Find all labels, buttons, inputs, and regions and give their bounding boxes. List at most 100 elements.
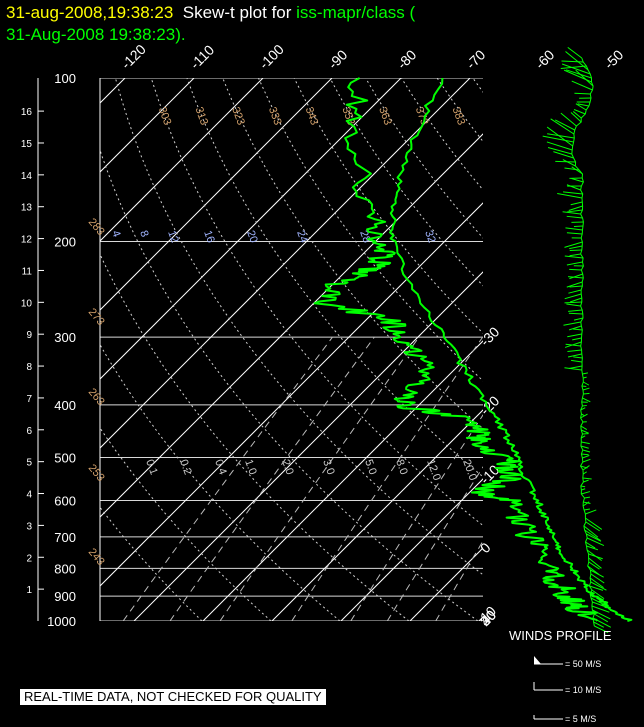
wind-barb [570, 201, 583, 206]
wind-barb [581, 488, 586, 491]
wind-barb [577, 103, 590, 107]
isotherm-top-label: -120 [118, 41, 149, 72]
wind-barb [575, 103, 587, 111]
wind-barb [593, 621, 605, 628]
wind-barb [592, 617, 612, 628]
height-tick-label: 10 [21, 298, 33, 309]
isotherm [100, 202, 483, 587]
wind-barb [550, 118, 575, 135]
height-tick-label: 4 [26, 490, 32, 501]
wind-barb [583, 381, 590, 386]
mixing-ratio-label: 0.4 [212, 458, 229, 476]
wind-barb [582, 372, 589, 375]
mixing-ratio-label: 2.0 [279, 458, 296, 476]
wind-barb [546, 126, 574, 147]
wind-barb [553, 151, 574, 159]
dry-adiabat-label: 283 [86, 216, 107, 238]
wind-barb [567, 46, 583, 59]
wind-barb [590, 573, 605, 584]
grid-layer [0, 78, 644, 621]
wind-barb [564, 367, 582, 371]
date-time: 31-aug-2008,19:38:23 [6, 3, 174, 22]
mixing-ratio-label: 20.0 [460, 458, 479, 482]
dry-adiabat-label: 383 [450, 105, 468, 126]
wind-barb [573, 356, 583, 359]
height-tick-label: 13 [21, 203, 33, 214]
wind-barb [583, 525, 599, 538]
wind-barb [542, 135, 574, 143]
wind-barb [572, 337, 582, 341]
wind-barb [585, 521, 600, 532]
wind-barb [583, 501, 591, 504]
wind-profile [542, 46, 612, 634]
wind-barb [562, 211, 581, 215]
wind-barb [569, 249, 582, 252]
wind-barb [570, 112, 582, 123]
mixing-ratio-line [291, 336, 483, 621]
height-tick-label: 12 [21, 235, 33, 246]
wind-barb [562, 159, 576, 167]
wind-barb [582, 449, 591, 453]
wind-barb [565, 343, 581, 347]
height-tick-label: 15 [21, 139, 33, 150]
wind-barb [585, 517, 603, 530]
wind-barb [567, 333, 582, 338]
wind-barb [583, 376, 587, 379]
wind-barb [566, 209, 583, 213]
profile-layer [313, 77, 633, 622]
wind-barb [588, 553, 603, 560]
isotherm-top-label: -50 [601, 46, 627, 72]
isotherm-top-label: -70 [463, 46, 489, 72]
legend-pennant-icon [534, 656, 541, 664]
mixing-ratio-line [482, 619, 483, 621]
isotherm [202, 340, 483, 621]
height-tick-label: 2 [26, 553, 32, 564]
wind-barb [567, 353, 582, 358]
dry-adiabat [100, 427, 272, 621]
isotherm [0, 78, 56, 621]
wind-barb [584, 496, 591, 499]
wind-barb [573, 328, 583, 331]
station-name: iss-mapr/class ( [296, 3, 416, 22]
wind-barb [583, 392, 590, 395]
wind-barb [563, 321, 581, 326]
wind-barb [568, 276, 584, 279]
isotherm [548, 78, 644, 621]
isotherm-right-label: -20 [477, 392, 503, 418]
isotherm [617, 78, 644, 621]
wind-barb [555, 160, 576, 163]
wind-barb [569, 253, 581, 257]
wind-barb [569, 297, 583, 303]
dry-adiabat [544, 78, 644, 621]
mixing-ratio-label: 5.0 [362, 458, 379, 476]
wind-barb [566, 232, 583, 235]
temperature-profile [389, 77, 633, 622]
wind-barb [564, 255, 584, 259]
wind-barb [580, 413, 588, 419]
isotherm-top-label: -100 [256, 41, 287, 72]
wind-barb [571, 166, 583, 175]
wind-barb [568, 289, 582, 294]
wind-barb [571, 177, 584, 183]
wind-barb [581, 413, 585, 417]
dry-adiabat-label: 253 [86, 462, 107, 484]
wind-barb [560, 112, 577, 127]
wind-barb [584, 529, 601, 541]
wind-barb [582, 465, 590, 471]
mixing-ratio-line [219, 336, 420, 621]
height-tick-label: 3 [26, 521, 32, 532]
isotherm [100, 133, 483, 518]
wind-barb [565, 51, 589, 71]
wind-legend-label: = 50 M/S [565, 659, 601, 669]
mixing-ratio-label: 24 [294, 229, 309, 245]
wind-barb [584, 508, 590, 511]
pressure-tick-label: 700 [54, 530, 76, 545]
isotherm [271, 409, 483, 621]
wind-barb [591, 605, 610, 613]
wind-barb [581, 385, 587, 388]
wind-barb [565, 69, 592, 79]
height-tick-label: 8 [26, 362, 32, 373]
isotherm [340, 478, 483, 621]
wind-barb [588, 561, 600, 570]
